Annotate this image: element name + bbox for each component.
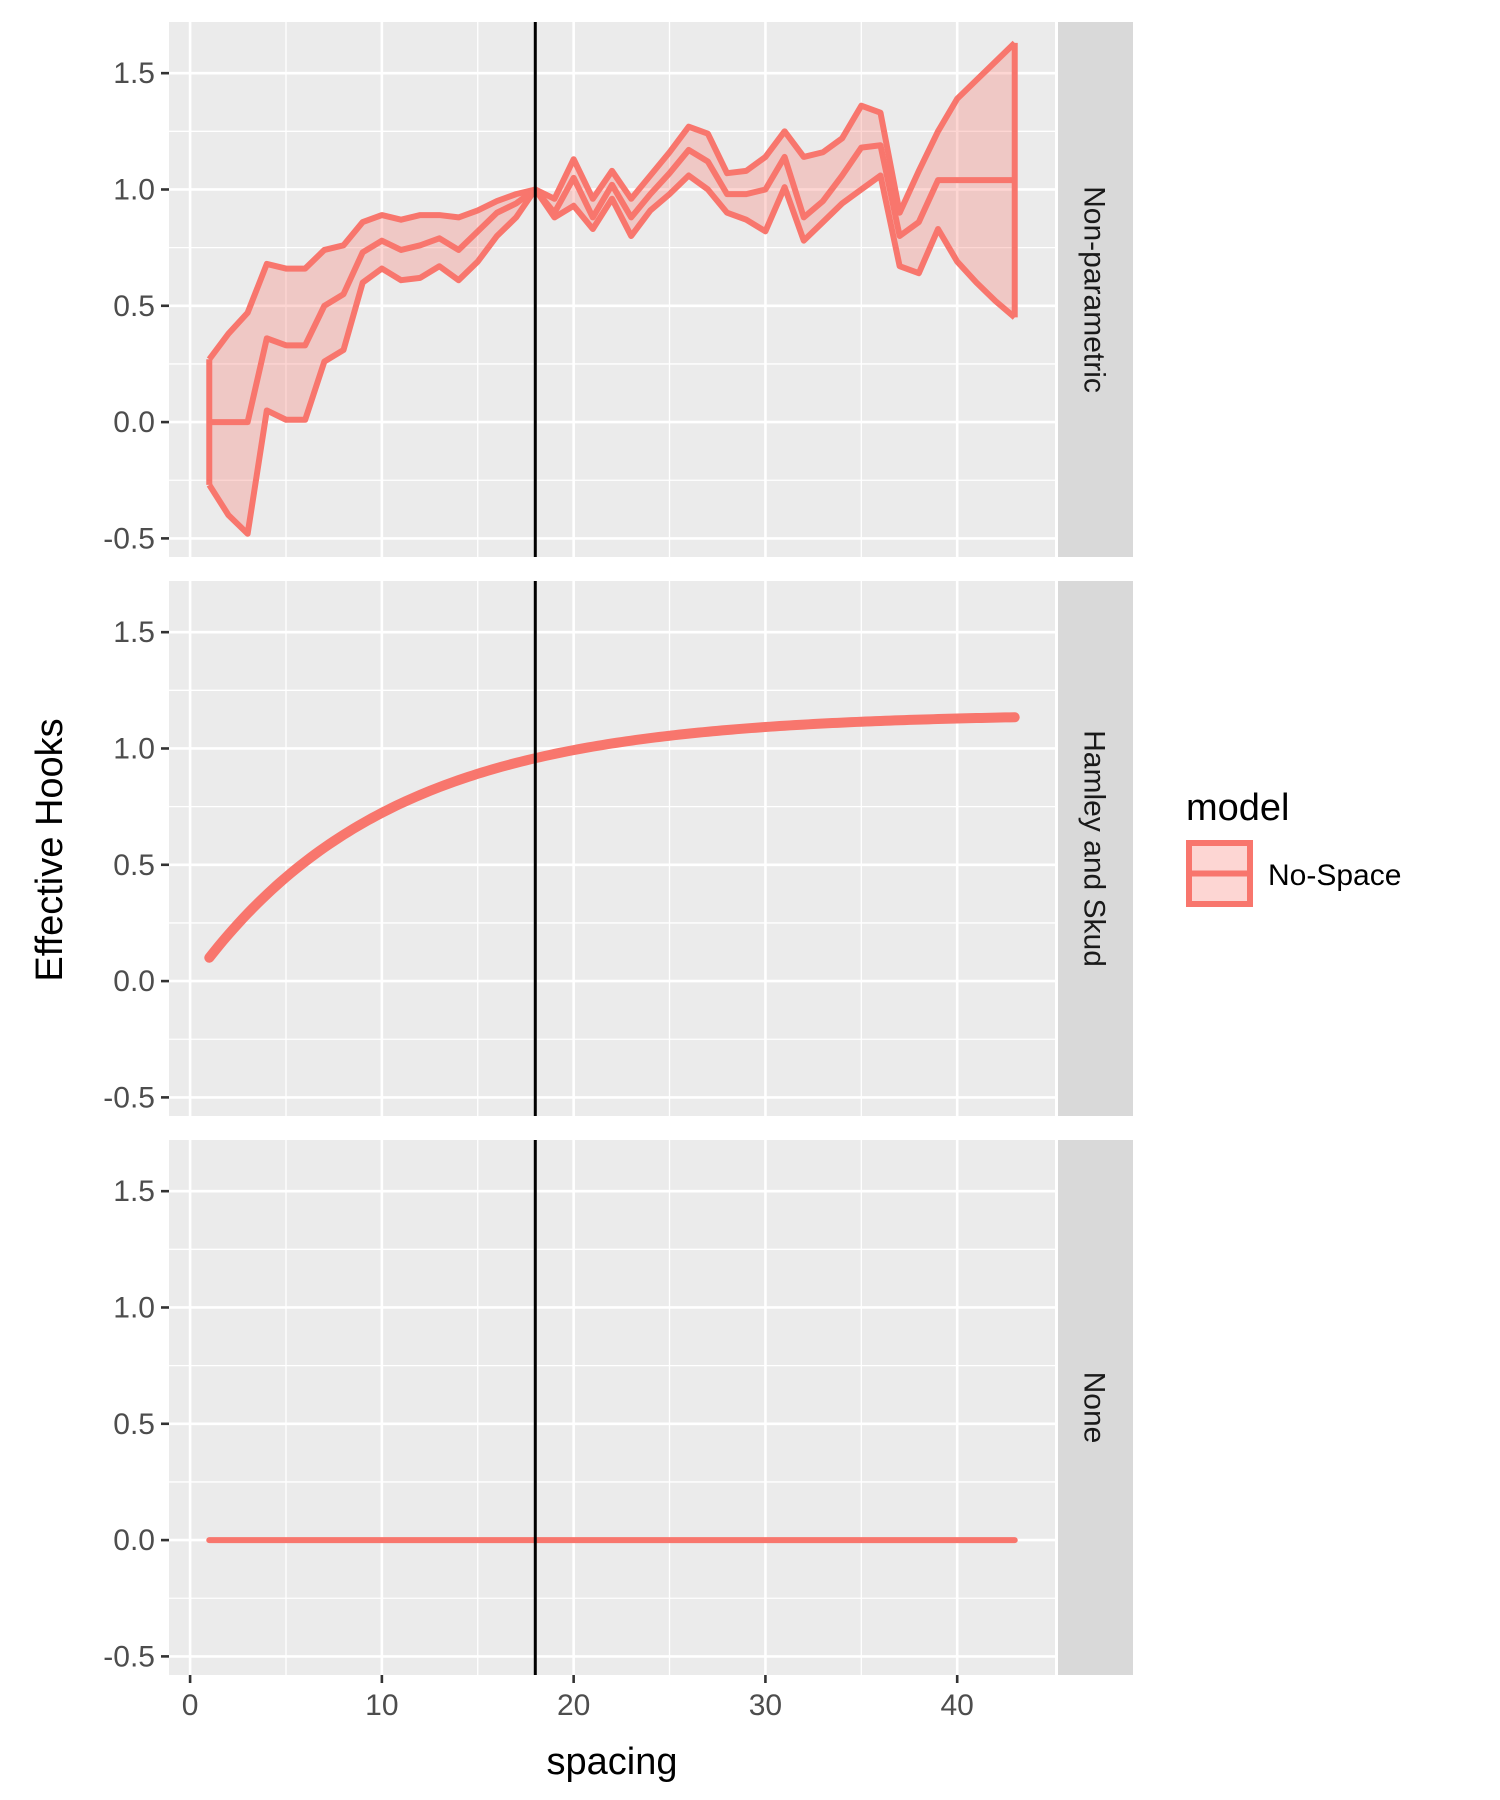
- gridlines: [169, 22, 1055, 557]
- y-axis-title: Effective Hooks: [29, 718, 71, 981]
- y-tick-label: 1.0: [113, 173, 155, 206]
- panel-background: [169, 1140, 1055, 1675]
- legend-label-no-space: No-Space: [1268, 859, 1401, 892]
- panel-background: [169, 22, 1055, 557]
- facet-hamley-and-skud: -0.5 0.0 0.5 1.0 1.5 Hamley and Skud: [103, 581, 1133, 1116]
- upper-bound-line: [206, 40, 1017, 362]
- x-tick-label: 30: [749, 1689, 782, 1722]
- x-tick-label: 40: [941, 1689, 974, 1722]
- x-tick-label: 20: [557, 1689, 590, 1722]
- estimate-line: [209, 142, 1015, 426]
- x-tick-label: 10: [365, 1689, 398, 1722]
- strip-label-none: None: [1078, 1372, 1111, 1444]
- y-tick-label: 1.0: [113, 1291, 155, 1324]
- y-tick-label: 1.0: [113, 732, 155, 765]
- strip-label-non-parametric: Non-parametric: [1078, 186, 1111, 393]
- x-tick-label: 0: [182, 1689, 199, 1722]
- y-tick-label: -0.5: [103, 1081, 155, 1114]
- x-axis-title: spacing: [547, 1741, 678, 1783]
- y-tick-label: 0.5: [113, 1408, 155, 1441]
- legend: model No-Space: [1186, 787, 1401, 907]
- panel-background: [169, 581, 1055, 1116]
- lower-bound-line: [206, 172, 1017, 537]
- fitted-curve: [204, 712, 1020, 963]
- strip-label-hamley-and-skud: Hamley and Skud: [1078, 730, 1111, 967]
- y-tick-label: 1.5: [113, 1175, 155, 1208]
- y-tick-label: 0.0: [113, 965, 155, 998]
- y-tick-label: -0.5: [103, 522, 155, 555]
- facet-non-parametric: -0.5 0.0 0.5 1.0 1.5 Non-parametric: [103, 22, 1133, 557]
- y-tick-label: 0.0: [113, 1524, 155, 1557]
- y-tick-label: -0.5: [103, 1640, 155, 1673]
- y-tick-label: 1.5: [113, 616, 155, 649]
- facet-none: -0.5 0.0 0.5 1.0 1.5 None: [103, 1140, 1133, 1675]
- y-tick-label: 0.5: [113, 849, 155, 882]
- y-tick-label: 1.5: [113, 57, 155, 90]
- strip-background: [1058, 581, 1133, 1116]
- y-tick-label: 0.5: [113, 290, 155, 323]
- y-tick-label: 0.0: [113, 406, 155, 439]
- legend-title: model: [1186, 787, 1290, 829]
- strip-background: [1058, 22, 1133, 557]
- strip-background: [1058, 1140, 1133, 1675]
- confidence-ribbon: [209, 42, 1015, 534]
